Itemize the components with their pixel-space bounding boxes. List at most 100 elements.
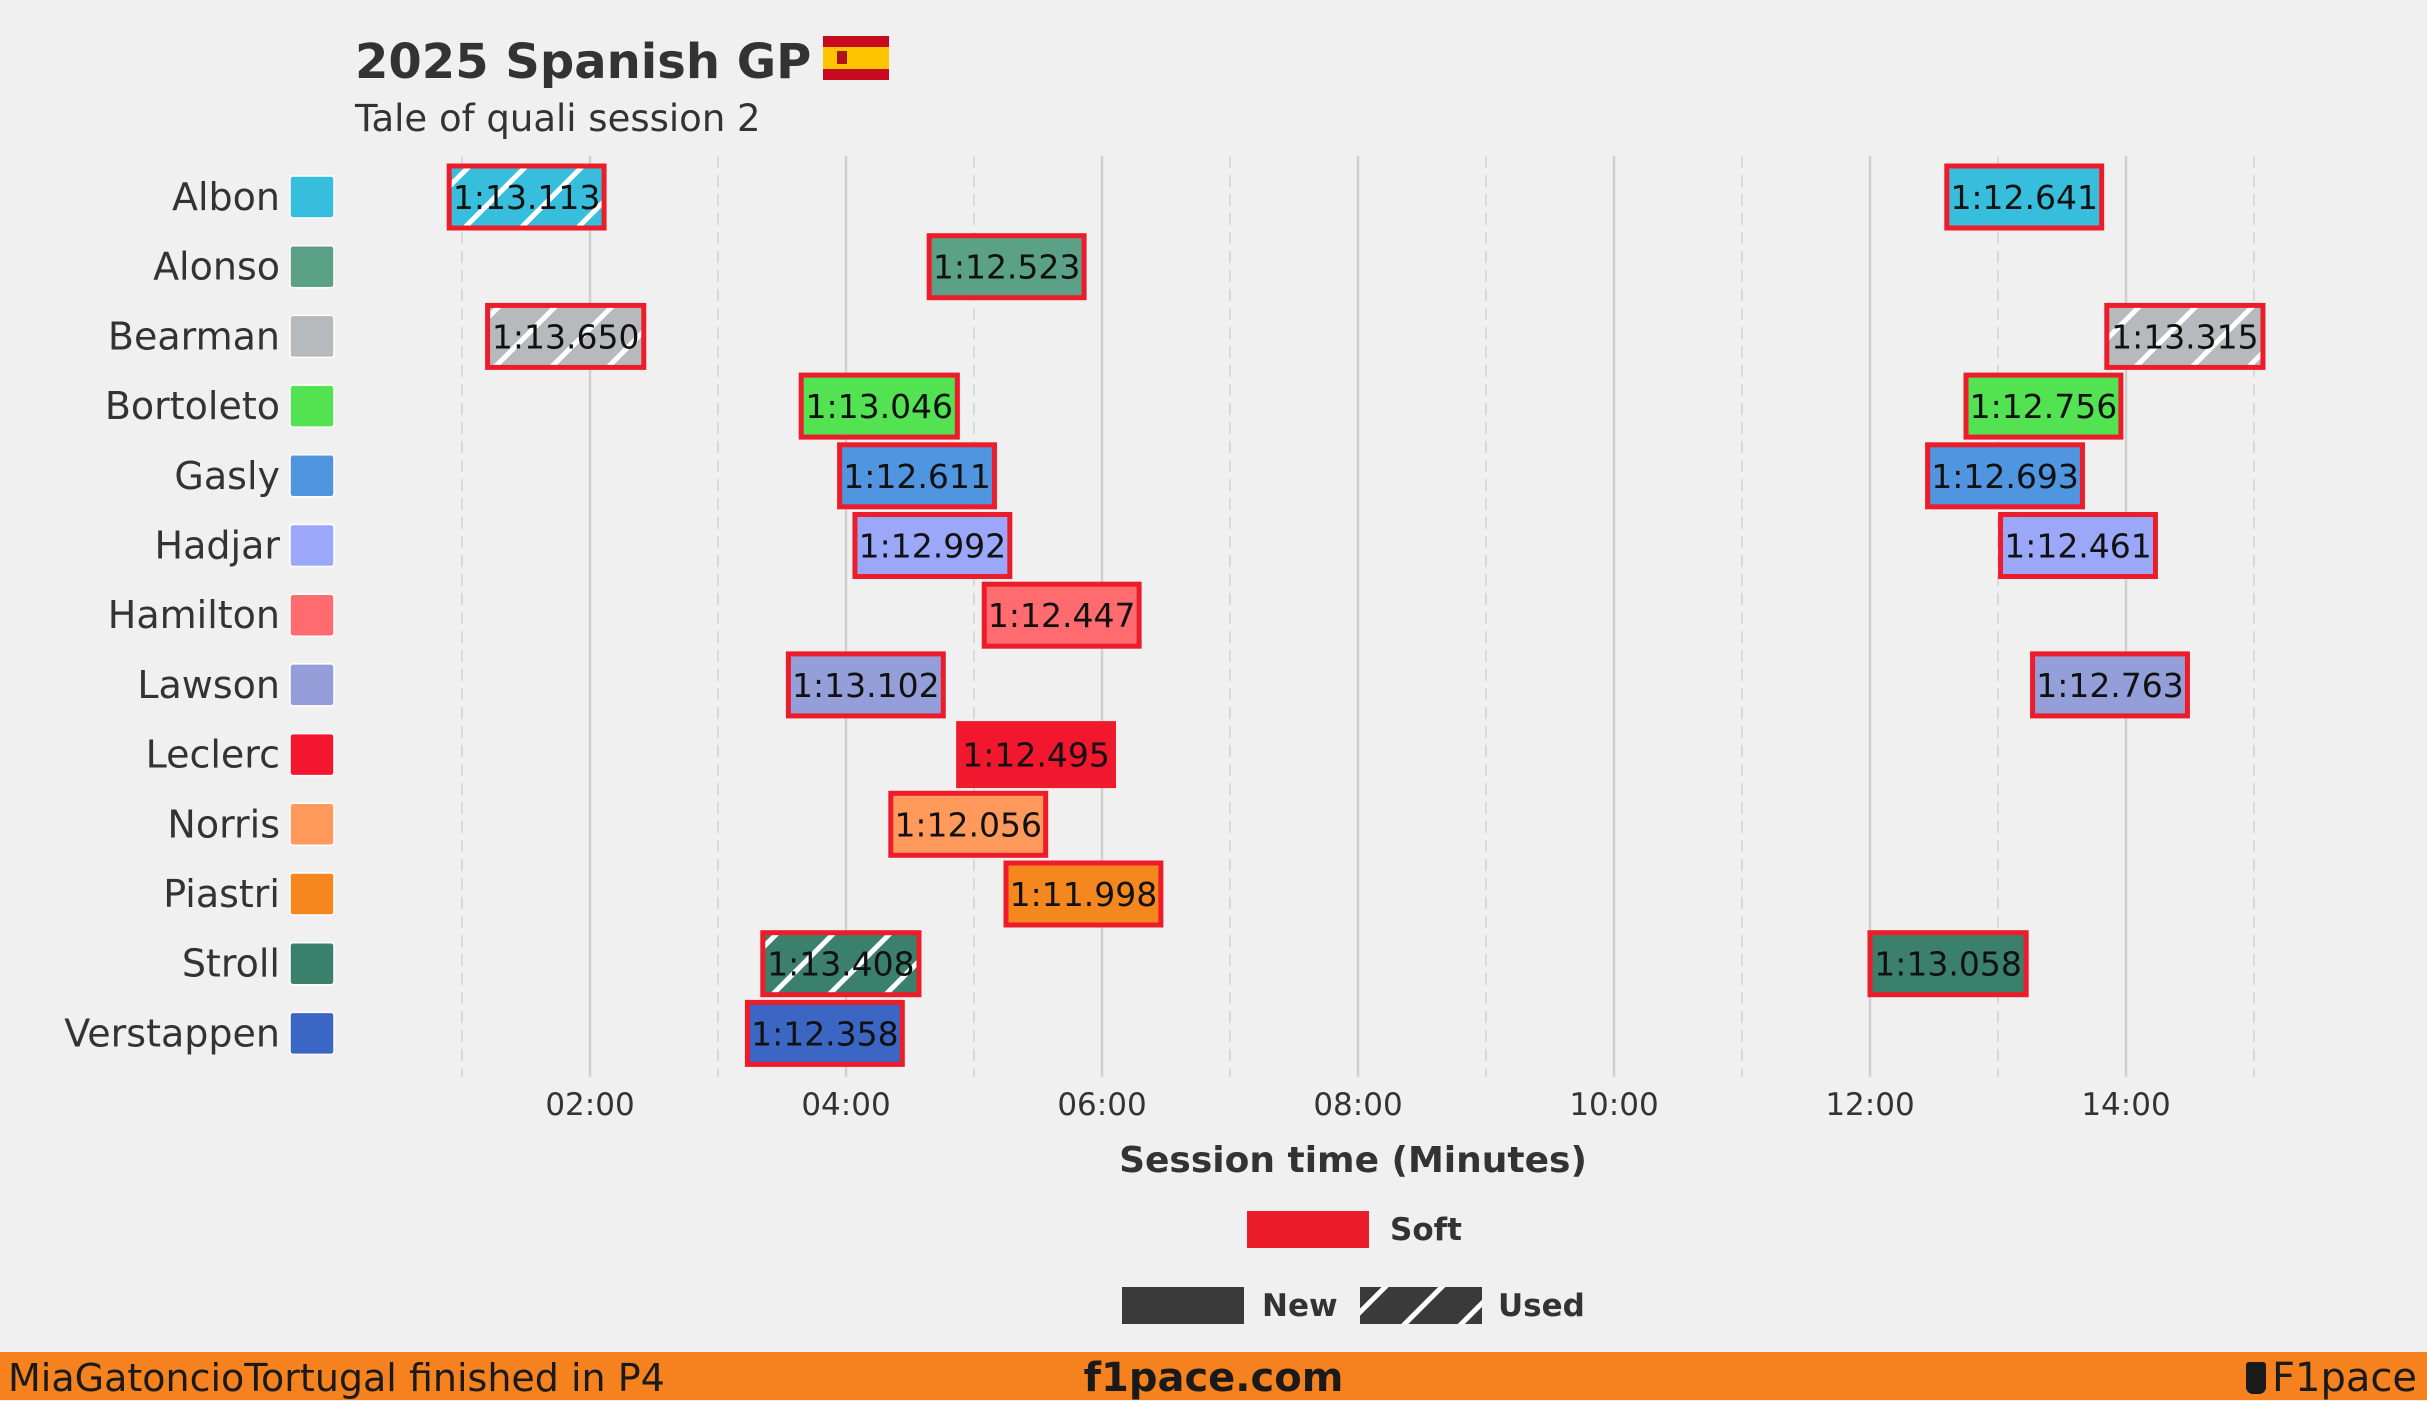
subtitle: Tale of quali session 2	[354, 97, 761, 140]
lap-bar-fill	[958, 723, 1114, 786]
footer-site-link[interactable]: f1pace.com	[1083, 1355, 1344, 1401]
driver-label-gasly: Gasly	[174, 454, 280, 498]
lap-bar: 1:12.056	[888, 790, 1049, 858]
lap-bar-fill	[801, 375, 958, 438]
lap-bar-compound-border	[926, 233, 1087, 301]
driver-label-piastri: Piastri	[163, 872, 280, 916]
lap-time-label: 1:12.693	[1931, 457, 2079, 496]
lap-bar: 1:12.756	[1963, 372, 2124, 440]
lap-bars: 1:13.113 1:12.641 1:12.523 1:13.650 1:13.315…	[446, 163, 2266, 1067]
driver-label-stroll: Stroll	[182, 942, 280, 986]
chart-title: 2025 Spanish GP Tale of quali session 2	[354, 34, 889, 140]
team-logo-icon	[289, 593, 335, 637]
lap-time-label: 1:13.046	[805, 387, 953, 426]
team-logo-icon	[289, 314, 335, 359]
driver-label-bearman: Bearman	[108, 314, 280, 358]
driver-label-hamilton: Hamilton	[108, 593, 280, 637]
lap-bar-fill	[2000, 514, 2156, 577]
lap-bar: 1:13.058	[1867, 930, 2029, 998]
lap-time-label: 1:12.763	[2036, 666, 2184, 705]
x-tick-label: 10:00	[1569, 1087, 1658, 1123]
lap-bar-fill	[1966, 375, 2121, 438]
lap-bar-compound-border	[485, 302, 647, 370]
team-logo-icon	[289, 941, 335, 986]
lap-bar-compound-border	[798, 372, 960, 440]
lap-time-label: 1:13.650	[492, 317, 640, 356]
lap-bar-compound-border	[1944, 163, 2105, 231]
lap-bar-compound-border	[1867, 930, 2029, 998]
driver-labels: Albon Alonso Bearman Bortoleto Gasly Hadjar Ha…	[64, 175, 335, 1056]
lap-bar: 1:12.447	[981, 581, 1142, 649]
footer-result-text: MiaGatoncioTortugal finished in P4	[8, 1356, 665, 1400]
lap-bar-compound-border	[1963, 372, 2124, 440]
driver-label-bortoleto: Bortoleto	[105, 384, 280, 428]
driver-label-albon: Albon	[172, 175, 280, 219]
footer-bar: MiaGatoncioTortugal finished in P4 f1pac…	[0, 1352, 2427, 1401]
legend-label-new: New	[1262, 1288, 1338, 1324]
lap-bar-compound-border	[837, 442, 997, 510]
legend-swatch-new	[1122, 1287, 1244, 1324]
lap-bar-fill	[854, 514, 1010, 577]
lap-bar-used-hatch	[449, 166, 605, 228]
lap-time-label: 1:13.102	[792, 666, 940, 705]
lap-bar-fill	[890, 793, 1046, 856]
team-logo-icon	[289, 663, 335, 707]
legend-label-used: Used	[1498, 1288, 1585, 1324]
team-logo-icon	[289, 802, 335, 847]
lap-bar-compound-border	[956, 721, 1117, 789]
lap-bar-compound-border	[1998, 512, 2158, 579]
lap-time-label: 1:12.358	[751, 1014, 899, 1053]
lap-bar-fill	[1927, 444, 2083, 507]
legend-swatch-soft	[1247, 1211, 1369, 1248]
lap-bar-fill	[1870, 932, 2027, 995]
lap-bar: 1:12.461	[1998, 512, 2158, 579]
x-tick-label: 06:00	[1057, 1087, 1146, 1123]
lap-time-label: 1:13.113	[453, 178, 601, 217]
lap-time-label: 1:12.495	[962, 736, 1110, 775]
lap-bar-compound-border	[744, 999, 905, 1067]
title: 2025 Spanish GP	[355, 34, 811, 90]
lap-bar: 1:12.611	[837, 442, 997, 510]
team-logo-icon	[289, 1011, 335, 1056]
lap-time-label: 1:13.408	[767, 945, 915, 984]
lap-bar-used-hatch	[2106, 305, 2263, 368]
team-logo-icon	[289, 384, 335, 428]
lap-bar: 1:12.358	[744, 999, 905, 1067]
lap-bar-compound-border	[1003, 860, 1164, 928]
lap-bar: 1:12.523	[926, 233, 1087, 301]
lap-bar-fill	[839, 444, 995, 507]
team-logo-icon	[289, 244, 335, 289]
x-tick-label: 14:00	[2081, 1087, 2170, 1123]
lap-time-label: 1:12.056	[894, 805, 1042, 844]
lap-bar-compound-border	[785, 651, 946, 719]
lap-bar-fill	[1006, 863, 1161, 925]
lap-bar: 1:12.641	[1944, 163, 2105, 231]
footer-brand: F1pace	[2246, 1355, 2417, 1401]
team-logo-icon	[289, 523, 335, 568]
lap-bar-fill	[929, 235, 1085, 298]
quali-timeline-chart: 2025 Spanish GP Tale of quali session 2 …	[64, 34, 2266, 1324]
lap-bar-compound-border	[888, 790, 1049, 858]
lap-bar: 1:13.102	[785, 651, 946, 719]
lap-bar: 1:11.998	[1003, 860, 1164, 928]
lap-bar: 1:13.113	[446, 163, 607, 231]
driver-label-lawson: Lawson	[137, 663, 280, 707]
lap-time-label: 1:13.315	[2111, 317, 2259, 356]
legend-swatch-used-hatch	[1360, 1287, 1482, 1324]
lap-time-label: 1:12.447	[988, 596, 1136, 635]
lap-bar-used-hatch	[487, 305, 644, 368]
lap-time-label: 1:12.611	[843, 457, 991, 496]
driver-label-norris: Norris	[167, 802, 280, 846]
lap-bar: 1:13.650	[485, 302, 647, 370]
lap-bar: 1:13.408	[760, 930, 922, 998]
lap-bar: 1:13.315	[2104, 302, 2266, 370]
lap-time-label: 1:11.998	[1010, 875, 1158, 914]
lap-bar-fill	[2032, 653, 2188, 716]
lap-bar: 1:13.046	[798, 372, 960, 440]
team-logo-icon	[289, 872, 335, 916]
lap-bar-compound-border	[2104, 302, 2266, 370]
lap-bar-fill	[984, 584, 1140, 647]
x-tick-label: 12:00	[1825, 1087, 1914, 1123]
lap-bar-compound-border	[760, 930, 922, 998]
legend: Soft New Used	[1122, 1211, 1585, 1324]
